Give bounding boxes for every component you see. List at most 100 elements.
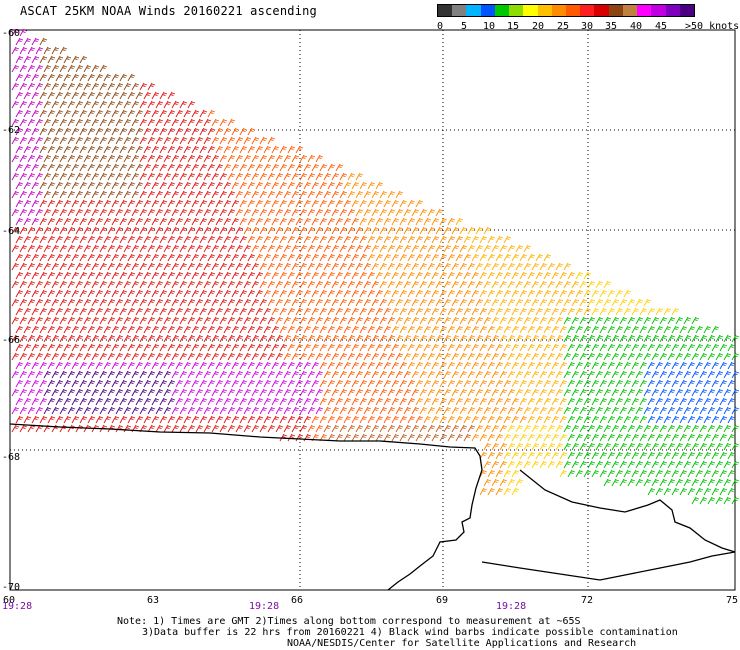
wind-barb (199, 145, 208, 154)
wind-barb (259, 172, 268, 181)
wind-barb (511, 415, 520, 424)
wind-barb (503, 361, 512, 370)
wind-barb (367, 271, 376, 280)
wind-barb (43, 298, 52, 307)
wind-barb (287, 253, 296, 262)
wind-barb (515, 388, 524, 397)
wind-barb (59, 100, 68, 109)
wind-barb (59, 316, 68, 325)
wind-barb (127, 73, 136, 82)
wind-barb (235, 190, 244, 199)
wind-barb (151, 199, 160, 208)
wind-barb (63, 253, 72, 262)
wind-barb (403, 316, 412, 325)
wind-barb (159, 361, 168, 370)
wind-barb (531, 280, 540, 289)
wind-barb (571, 280, 580, 289)
wind-barb (551, 289, 560, 298)
wind-barb (283, 154, 292, 163)
wind-barb (227, 370, 236, 379)
wind-barb (59, 82, 68, 91)
legend-tick-label: 10 (482, 21, 496, 32)
wind-barb (395, 316, 404, 325)
wind-barb (631, 343, 640, 352)
wind-barb (519, 343, 528, 352)
wind-barb (183, 217, 192, 226)
legend-tick-label: 35 (604, 21, 618, 32)
wind-barb (19, 46, 28, 55)
wind-barb (219, 136, 228, 145)
wind-barb (187, 298, 196, 307)
wind-barb (583, 397, 592, 406)
wind-barb (567, 397, 576, 406)
wind-barb (371, 208, 380, 217)
wind-barb (103, 361, 112, 370)
wind-barb (407, 433, 416, 442)
wind-barb (147, 100, 156, 109)
wind-barb (463, 235, 472, 244)
wind-barb (655, 469, 664, 478)
wind-barb (235, 154, 244, 163)
wind-barb (539, 298, 548, 307)
wind-barb (127, 361, 136, 370)
wind-barb (343, 325, 352, 334)
wind-barb (731, 460, 740, 469)
wind-barb (531, 406, 540, 415)
wind-barb (43, 244, 52, 253)
wind-barb (127, 289, 136, 298)
wind-barb (643, 334, 652, 343)
wind-barb (443, 352, 452, 361)
wind-barb (267, 370, 276, 379)
wind-barb (139, 262, 148, 271)
wind-barb (499, 298, 508, 307)
wind-barb (427, 262, 436, 271)
wind-barb (131, 370, 140, 379)
wind-barb (219, 226, 228, 235)
wind-barb (55, 217, 64, 226)
wind-barb (203, 298, 212, 307)
wind-barb (543, 271, 552, 280)
wind-barb (551, 325, 560, 334)
wind-barb (203, 172, 212, 181)
wind-barb (103, 235, 112, 244)
wind-barb (271, 307, 280, 316)
wind-barb (143, 127, 152, 136)
wind-barb (179, 316, 188, 325)
wind-barb (199, 253, 208, 262)
wind-barb (387, 298, 396, 307)
wind-barb (195, 316, 204, 325)
wind-barb (567, 289, 576, 298)
wind-barb (403, 406, 412, 415)
wind-barb (511, 487, 520, 496)
wind-barb (147, 154, 156, 163)
wind-barb (59, 334, 68, 343)
wind-barb (87, 325, 96, 334)
wind-barb (551, 451, 560, 460)
wind-barb (339, 316, 348, 325)
wind-barb (539, 352, 548, 361)
wind-barb (699, 478, 708, 487)
wind-barb (499, 478, 508, 487)
wind-barb (639, 379, 648, 388)
wind-barb (331, 352, 340, 361)
wind-barb (675, 316, 684, 325)
wind-barb (163, 118, 172, 127)
wind-barb (267, 316, 276, 325)
wind-barb (467, 280, 476, 289)
wind-barb (87, 343, 96, 352)
wind-barb (27, 424, 36, 433)
wind-barb (419, 262, 428, 271)
wind-barb (499, 262, 508, 271)
wind-barb (295, 433, 304, 442)
wind-barb (671, 469, 680, 478)
wind-barb (335, 271, 344, 280)
wind-barb (207, 235, 216, 244)
wind-barb (31, 235, 40, 244)
wind-barb (283, 244, 292, 253)
wind-barb (203, 154, 212, 163)
wind-barb (483, 406, 492, 415)
wind-barb (43, 190, 52, 199)
wind-barb (691, 334, 700, 343)
wind-barb (23, 307, 32, 316)
wind-barb (419, 424, 428, 433)
